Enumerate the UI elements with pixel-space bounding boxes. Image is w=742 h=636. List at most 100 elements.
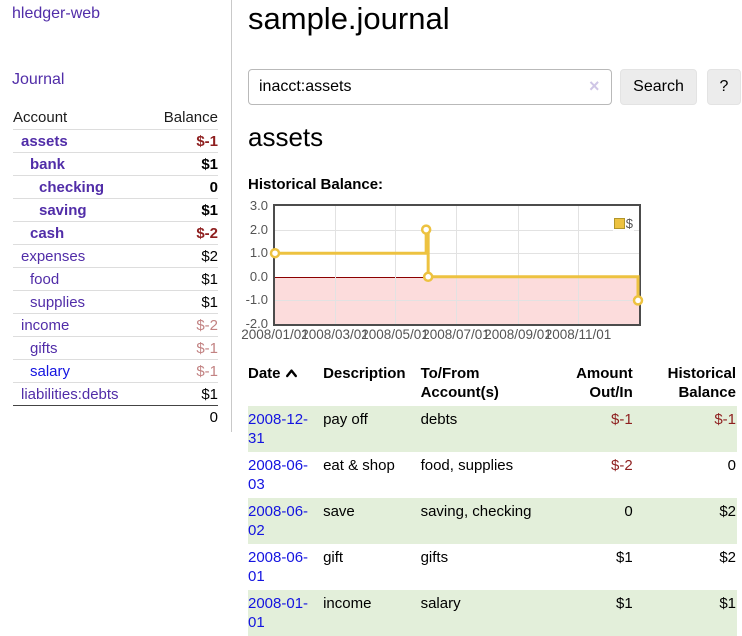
transaction-balance: $2 (719, 503, 736, 520)
account-row: checking 0 (13, 175, 218, 199)
account-balance: 0 (209, 179, 218, 196)
account-link[interactable]: bank (30, 156, 66, 173)
x-axis-label: 2008/11/01 (544, 327, 612, 342)
account-balance: $2 (201, 248, 218, 265)
register-header-date[interactable]: Date (248, 360, 323, 406)
account-row: income $-2 (13, 313, 218, 337)
sidebar-divider (231, 0, 232, 432)
accounts-header-account: Account (13, 109, 68, 126)
register-row: 2008-06-01 gift gifts $1 $2 (248, 544, 737, 590)
accounts-total-value: 0 (148, 405, 218, 428)
balance-series (269, 224, 644, 306)
transaction-balance: $1 (719, 595, 736, 612)
y-axis-label: 1.0 (249, 245, 268, 260)
account-link[interactable]: food (30, 271, 60, 288)
page-title: sample.journal (248, 1, 450, 36)
horizontal-gridline (275, 300, 639, 301)
sort-ascending-icon (285, 369, 297, 378)
transaction-balance: 0 (727, 457, 736, 474)
transaction-description: income (323, 595, 372, 612)
chart-title: Historical Balance: (248, 176, 384, 193)
x-axis-label: 2008/07/01 (422, 327, 490, 342)
account-balance: $-2 (196, 225, 218, 242)
transaction-amount: $1 (616, 549, 633, 566)
search-button[interactable]: Search (620, 69, 697, 105)
account-link[interactable]: expenses (21, 248, 86, 265)
transaction-accounts: debts (420, 411, 458, 428)
accounts-total-row: 0 (13, 405, 218, 428)
transaction-amount: $-2 (611, 457, 633, 474)
account-title: assets (248, 122, 324, 152)
register-header-accounts: To/From Account(s) (420, 365, 499, 401)
y-axis-label: 0.0 (249, 269, 268, 284)
sidebar-item-journal[interactable]: Journal (12, 71, 65, 88)
search-input[interactable] (248, 69, 612, 105)
transaction-date-link[interactable]: 2008-01-01 (248, 595, 309, 631)
help-button[interactable]: ? (707, 69, 741, 105)
transaction-accounts: gifts (420, 549, 449, 566)
transaction-description: gift (323, 549, 344, 566)
account-balance: $1 (201, 202, 218, 219)
x-axis-label: 2008/03/01 (301, 327, 369, 342)
account-balance: $1 (201, 386, 218, 403)
transaction-date-link[interactable]: 2008-12-31 (248, 411, 309, 447)
transaction-amount: 0 (624, 503, 633, 520)
transaction-date-link[interactable]: 2008-06-03 (248, 457, 309, 493)
register-row: 2008-01-01 income salary $1 $1 (248, 590, 737, 636)
account-row: supplies $1 (13, 290, 218, 314)
account-row: bank $1 (13, 152, 218, 176)
vertical-gridline (395, 206, 396, 324)
sidebar: hledger-web Journal Account Balance asse… (0, 0, 231, 582)
app-brand-link[interactable]: hledger-web (12, 5, 101, 22)
account-row: liabilities:debts $1 (13, 382, 218, 406)
account-link[interactable]: saving (39, 202, 87, 219)
account-balance: $-1 (196, 133, 218, 150)
balance-chart: $ 2008/01/01 2008/03/01 2008/05/01 2008/07/… (241, 198, 742, 348)
data-point-marker (420, 224, 432, 235)
account-link[interactable]: supplies (30, 294, 86, 311)
accounts-body: assets $-1 bank $1 checking 0 saving $1 cash $-2 e… (13, 129, 218, 428)
register-header-balance: Historical Balance (667, 365, 736, 401)
x-axis-label: 2008/01/01 (241, 327, 309, 342)
transaction-date-link[interactable]: 2008-06-01 (248, 549, 309, 585)
transaction-accounts: saving, checking (420, 503, 532, 520)
legend-label: $ (625, 216, 633, 231)
vertical-gridline (456, 206, 457, 324)
account-link[interactable]: assets (21, 133, 68, 150)
account-link[interactable]: checking (39, 179, 105, 196)
account-link[interactable]: liabilities:debts (21, 386, 119, 403)
vertical-gridline (578, 206, 579, 324)
register-header-row: Date Description To/From Account(s) Amou… (248, 360, 737, 406)
transaction-balance: $-1 (714, 411, 736, 428)
account-row: gifts $-1 (13, 336, 218, 360)
transaction-balance: $2 (719, 549, 736, 566)
transaction-description: pay off (323, 411, 368, 428)
x-axis-label: 2008/05/01 (361, 327, 429, 342)
account-link[interactable]: income (21, 317, 70, 334)
account-link[interactable]: cash (30, 225, 65, 242)
account-link[interactable]: gifts (30, 340, 58, 357)
register-body: 2008-12-31 pay off debts $-1 $-1 2008-06-03 ea… (248, 406, 737, 636)
transaction-amount: $-1 (611, 411, 633, 428)
transaction-date-link[interactable]: 2008-06-02 (248, 503, 309, 539)
chart-legend: $ (612, 216, 634, 231)
horizontal-gridline (275, 253, 639, 254)
horizontal-gridline (275, 230, 639, 231)
account-row: salary $-1 (13, 359, 218, 383)
accounts-header-balance: Balance (163, 109, 218, 126)
account-balance: $-2 (196, 317, 218, 334)
clear-search-icon[interactable]: × (589, 76, 600, 96)
data-point-marker (632, 295, 644, 306)
data-point-marker (269, 247, 281, 259)
register-table: Date Description To/From Account(s) Amou… (248, 360, 737, 636)
account-row: expenses $2 (13, 244, 218, 268)
register-header-description: Description (323, 365, 406, 382)
account-link[interactable]: salary (30, 363, 71, 380)
account-balance: $-1 (196, 363, 218, 380)
y-axis-label: -1.0 (245, 292, 268, 307)
legend-swatch (613, 218, 625, 229)
y-axis-label: 3.0 (249, 198, 268, 213)
register-row: 2008-12-31 pay off debts $-1 $-1 (248, 406, 737, 452)
transaction-description: save (323, 503, 355, 520)
register-row: 2008-06-02 save saving, checking 0 $2 (248, 498, 737, 544)
